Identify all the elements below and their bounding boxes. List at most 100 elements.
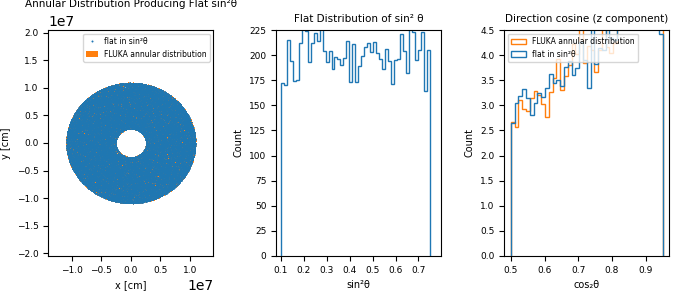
Point <box>172 151 184 156</box>
Point <box>150 170 161 175</box>
Point <box>153 141 164 146</box>
Point <box>157 165 168 170</box>
Point <box>89 124 100 129</box>
Point <box>73 128 84 133</box>
Point <box>92 140 104 145</box>
Point <box>139 116 150 121</box>
Point <box>80 163 91 168</box>
Point <box>148 196 159 201</box>
Point <box>164 145 175 150</box>
Point <box>184 119 195 124</box>
Point <box>78 159 89 164</box>
Point <box>67 161 78 166</box>
Point <box>104 138 115 143</box>
Point <box>118 197 129 201</box>
Point <box>112 182 123 186</box>
Point <box>168 135 179 140</box>
Point <box>75 151 86 156</box>
Point <box>78 158 89 163</box>
Point <box>112 190 123 194</box>
Point <box>124 182 135 187</box>
Point <box>137 176 148 181</box>
Point <box>181 135 193 139</box>
Point <box>109 188 120 192</box>
Point <box>89 137 100 142</box>
Point <box>158 94 169 99</box>
Point <box>79 124 90 129</box>
Point <box>123 82 134 87</box>
Point <box>114 169 125 174</box>
Point <box>160 90 171 95</box>
Point <box>80 122 91 127</box>
Point <box>114 119 125 124</box>
Point <box>145 129 156 134</box>
Point <box>102 103 113 107</box>
Point <box>127 193 138 197</box>
Point <box>107 144 118 149</box>
Point <box>65 125 76 130</box>
Point <box>156 127 167 132</box>
Point <box>71 110 82 115</box>
Point <box>99 153 110 158</box>
Point <box>88 143 99 148</box>
Point <box>114 154 125 159</box>
Point <box>113 114 124 119</box>
Point <box>121 163 132 167</box>
Point <box>132 119 144 124</box>
Point <box>134 155 145 160</box>
Point <box>88 126 99 130</box>
Point <box>137 111 148 116</box>
Point <box>149 85 160 90</box>
Point <box>149 174 160 178</box>
Point <box>185 127 196 132</box>
Point <box>123 177 134 182</box>
Point <box>181 157 193 161</box>
Point <box>90 144 101 149</box>
Point <box>112 98 124 102</box>
Point <box>153 157 164 162</box>
Point <box>159 125 170 130</box>
Point <box>115 185 126 190</box>
Point <box>159 166 170 171</box>
Point <box>176 115 187 120</box>
Point <box>139 149 150 154</box>
Point <box>165 125 176 130</box>
Point <box>142 117 153 122</box>
Point <box>168 131 179 136</box>
Point <box>86 102 97 107</box>
Point <box>81 103 92 107</box>
Point <box>155 95 166 99</box>
Point <box>84 152 95 157</box>
Point <box>176 121 187 126</box>
Point <box>76 124 87 129</box>
Point <box>126 109 137 114</box>
Point <box>68 124 79 129</box>
Point <box>117 167 128 172</box>
Point <box>164 115 175 120</box>
Point <box>167 143 178 148</box>
Point <box>128 82 139 87</box>
Point <box>126 170 137 175</box>
Point <box>85 98 96 103</box>
Point <box>101 114 112 119</box>
Point <box>127 97 138 101</box>
Point <box>154 175 165 180</box>
Point <box>76 141 87 146</box>
Point <box>100 170 111 175</box>
Point <box>142 95 153 100</box>
Point <box>137 176 148 181</box>
Point <box>63 135 74 140</box>
Point <box>159 179 170 184</box>
Point <box>95 174 106 179</box>
Point <box>159 132 170 136</box>
Point <box>96 167 107 172</box>
Point <box>148 164 159 169</box>
Point <box>128 98 139 103</box>
Point <box>105 115 116 120</box>
Point <box>146 118 157 123</box>
Point <box>99 113 110 118</box>
Point <box>113 129 124 133</box>
Point <box>114 167 125 172</box>
Point <box>77 151 88 156</box>
Point <box>152 188 164 193</box>
